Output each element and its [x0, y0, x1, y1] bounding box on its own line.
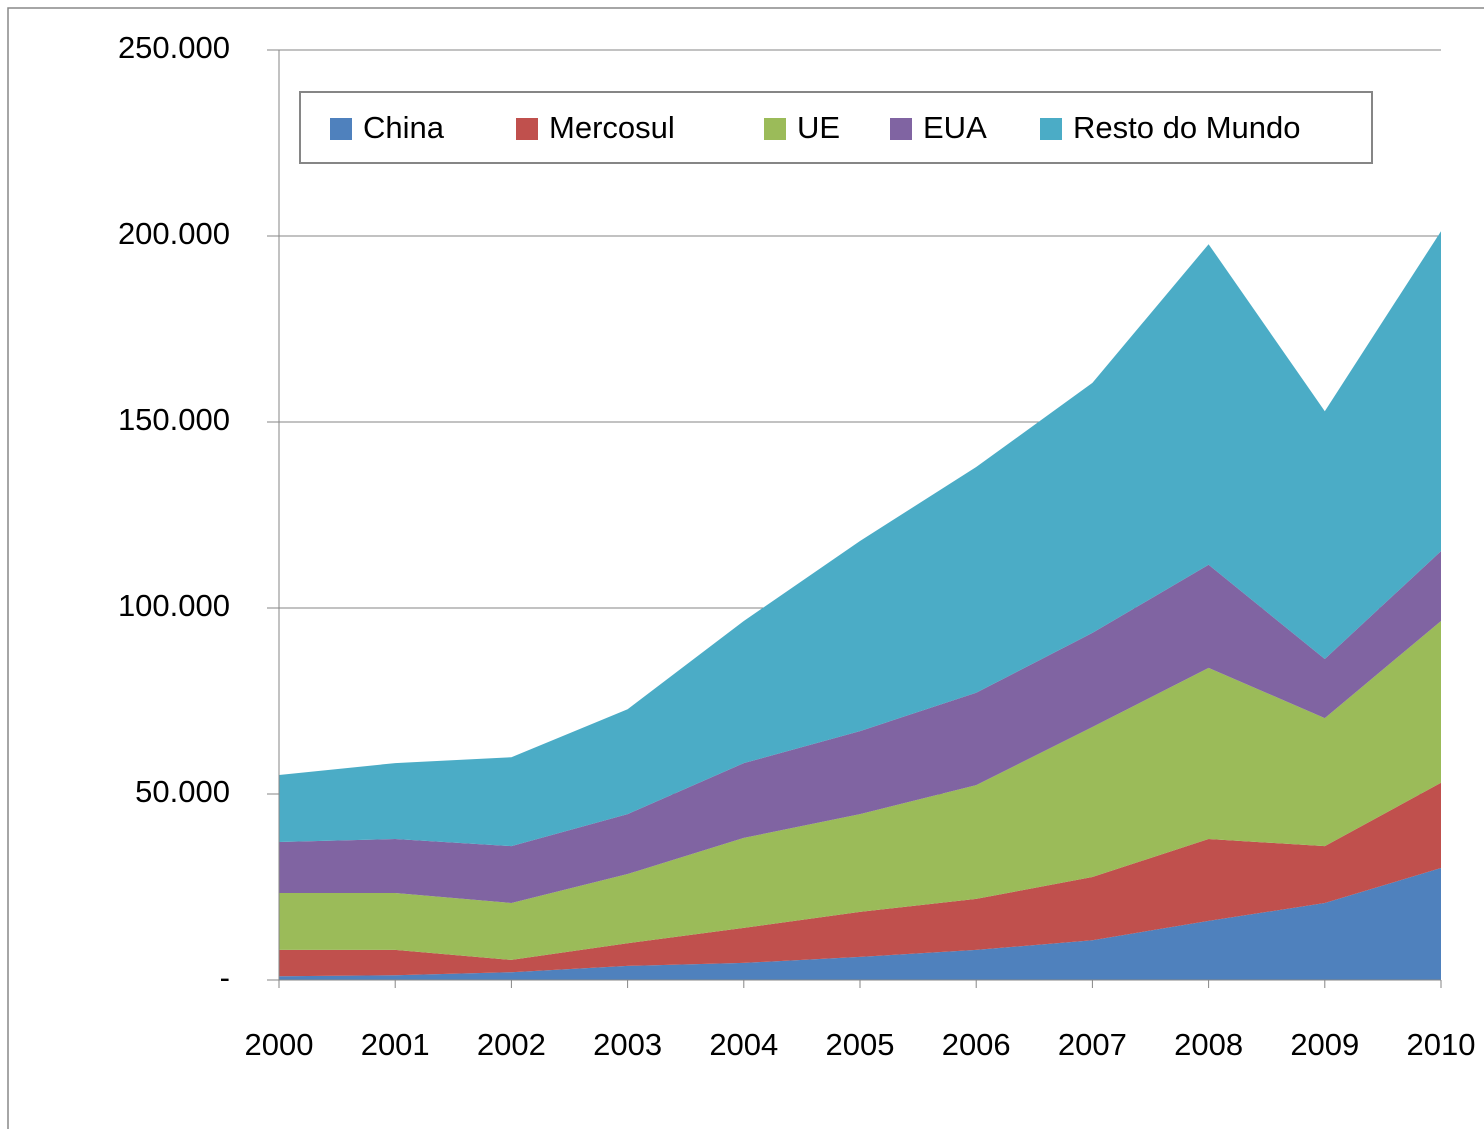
x-tick-label: 2002: [477, 1027, 546, 1062]
areas: [279, 231, 1441, 980]
legend: China Mercosul UE EUA Resto do Mundo: [299, 91, 1373, 164]
y-tick-label: 50.000: [135, 774, 230, 809]
x-tick-label: 2007: [1058, 1027, 1127, 1062]
x-tick-label: 2003: [593, 1027, 662, 1062]
legend-swatch: [330, 118, 352, 140]
legend-swatch: [1040, 118, 1062, 140]
x-tick-label: 2001: [361, 1027, 430, 1062]
legend-box: [299, 91, 1373, 164]
area: [279, 231, 1441, 847]
x-tick-label: 2005: [826, 1027, 895, 1062]
y-tick-label: -: [220, 960, 230, 995]
x-tick-label: 2004: [709, 1027, 778, 1062]
x-tick-label: 2000: [245, 1027, 314, 1062]
y-tick-label: 200.000: [118, 216, 230, 251]
x-tick-label: 2009: [1290, 1027, 1359, 1062]
legend-swatch: [516, 118, 538, 140]
area: [279, 551, 1441, 903]
legend-swatch: [764, 118, 786, 140]
legend-label: China: [363, 110, 445, 145]
legend-swatch: [890, 118, 912, 140]
y-tick-label: 150.000: [118, 402, 230, 437]
legend-label: UE: [797, 110, 840, 145]
area: [279, 621, 1441, 960]
area: [279, 782, 1441, 977]
y-tick-label: 100.000: [118, 588, 230, 623]
legend-label: Mercosul: [549, 110, 675, 145]
x-tick-label: 2008: [1174, 1027, 1243, 1062]
legend-label: Resto do Mundo: [1073, 110, 1300, 145]
area: [279, 868, 1441, 980]
legend-label: EUA: [923, 110, 987, 145]
x-tick-label: 2010: [1407, 1027, 1476, 1062]
x-tick-label: 2006: [942, 1027, 1011, 1062]
axes: - 50.000 100.000 150.000 200.000 250.000 2000 2…: [118, 30, 1476, 1062]
y-tick-label: 250.000: [118, 30, 230, 65]
